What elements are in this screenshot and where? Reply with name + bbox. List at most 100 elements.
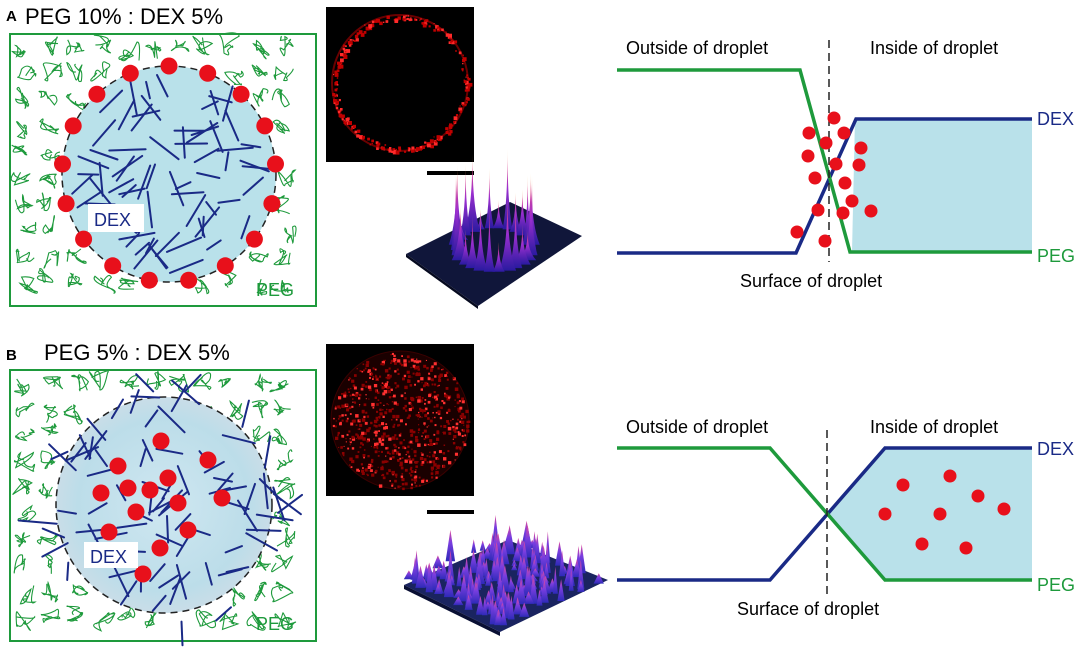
particle bbox=[801, 149, 815, 163]
dex-rod bbox=[181, 126, 186, 159]
dex-rod bbox=[204, 562, 213, 586]
dex-rod bbox=[145, 80, 151, 100]
particle bbox=[943, 469, 957, 483]
peg-coil bbox=[40, 608, 61, 624]
dex-rod bbox=[185, 194, 207, 227]
peg-coil bbox=[18, 276, 38, 294]
particle bbox=[256, 117, 274, 135]
panel-a-particles bbox=[54, 57, 284, 289]
particle bbox=[109, 457, 127, 475]
dex-rod bbox=[224, 151, 230, 172]
panel-a-schematic: DEX PEG bbox=[9, 32, 317, 307]
particle bbox=[263, 195, 281, 213]
dex-rod bbox=[137, 164, 152, 200]
peg-coil bbox=[252, 425, 271, 443]
dex-rod bbox=[221, 434, 256, 445]
dex-rod bbox=[86, 468, 113, 477]
dex-rod bbox=[149, 563, 166, 582]
dex-rod bbox=[48, 443, 77, 472]
panel-a-dex-label: DEX bbox=[94, 210, 131, 230]
dex-rod bbox=[76, 191, 102, 209]
panel-b-surface-label: Surface of droplet bbox=[737, 599, 879, 619]
particle bbox=[933, 507, 947, 521]
peg-coil bbox=[43, 404, 58, 423]
panel-a: A PEG 10% : DEX 5% DEX PEG bbox=[6, 4, 1075, 309]
peg-coil bbox=[230, 586, 246, 607]
panel-a-profile-graph: Outside of droplet Inside of droplet Sur… bbox=[617, 38, 1075, 291]
peg-coil bbox=[11, 144, 28, 156]
peg-coil bbox=[90, 61, 111, 82]
dex-rod bbox=[155, 447, 184, 455]
dex-rod bbox=[217, 472, 234, 492]
panel-b-surface-plot bbox=[403, 515, 608, 636]
peg-coil bbox=[14, 86, 30, 109]
particle bbox=[997, 502, 1011, 516]
dex-rod bbox=[215, 606, 232, 622]
particle bbox=[959, 541, 973, 555]
particle bbox=[852, 158, 866, 172]
dex-rod bbox=[174, 513, 192, 531]
particle bbox=[100, 523, 118, 541]
peg-coil bbox=[15, 248, 35, 264]
peg-coil bbox=[193, 277, 210, 295]
panel-b-scale-bar bbox=[427, 510, 474, 514]
peg-coil bbox=[41, 423, 59, 436]
peg-coil bbox=[88, 370, 109, 391]
dex-rod bbox=[155, 533, 183, 547]
particle bbox=[232, 85, 250, 103]
particle bbox=[216, 257, 234, 275]
particle bbox=[837, 126, 851, 140]
panel-b-title: PEG 5% : DEX 5% bbox=[44, 340, 230, 365]
peg-coil bbox=[273, 248, 291, 266]
dex-rod bbox=[170, 384, 188, 413]
peg-coil bbox=[44, 36, 59, 57]
dex-rod bbox=[149, 136, 180, 161]
peg-coil bbox=[251, 400, 269, 419]
peg-coil bbox=[170, 39, 190, 52]
panel-b-particles bbox=[92, 432, 231, 583]
particle bbox=[141, 481, 159, 499]
dex-rod bbox=[119, 580, 138, 606]
peg-coil bbox=[16, 121, 28, 139]
peg-coil bbox=[66, 248, 87, 265]
dex-rod bbox=[217, 568, 243, 577]
peg-coil bbox=[144, 41, 162, 59]
dex-rod bbox=[242, 176, 264, 196]
peg-coil bbox=[38, 483, 53, 500]
particle bbox=[827, 111, 841, 125]
particle bbox=[64, 117, 82, 135]
dex-rod bbox=[213, 477, 233, 483]
dex-rod bbox=[156, 74, 169, 98]
peg-coil bbox=[13, 554, 26, 574]
peg-coil bbox=[192, 35, 214, 56]
panel-b-dex-rods bbox=[17, 373, 303, 647]
particle bbox=[199, 451, 217, 469]
panel-a-inside-label: Inside of droplet bbox=[870, 38, 998, 58]
peg-coil bbox=[252, 88, 269, 107]
peg-coil bbox=[42, 215, 55, 235]
panel-a-peg-line-label: PEG bbox=[1037, 246, 1075, 266]
panel-a-dex-line bbox=[617, 117, 1032, 255]
peg-coil bbox=[93, 33, 112, 54]
dex-rod bbox=[216, 146, 254, 152]
peg-coil bbox=[274, 612, 297, 629]
peg-coil bbox=[43, 249, 60, 269]
peg-coil bbox=[248, 251, 269, 263]
peg-coil bbox=[11, 44, 26, 58]
particle bbox=[971, 489, 985, 503]
peg-coil bbox=[146, 370, 167, 390]
dex-rod bbox=[92, 119, 117, 147]
peg-coil bbox=[39, 173, 57, 189]
dex-rod bbox=[168, 258, 204, 274]
peg-coil bbox=[12, 478, 33, 496]
dex-rod bbox=[196, 172, 221, 179]
dex-rod bbox=[174, 181, 192, 190]
panel-a-surface-label: Surface of droplet bbox=[740, 271, 882, 291]
dex-rod bbox=[185, 373, 202, 392]
dex-rod bbox=[118, 187, 146, 196]
particle bbox=[169, 494, 187, 512]
dex-rod bbox=[140, 94, 162, 121]
peg-coil bbox=[19, 585, 37, 605]
dex-rod bbox=[88, 436, 94, 460]
particle bbox=[119, 479, 137, 497]
